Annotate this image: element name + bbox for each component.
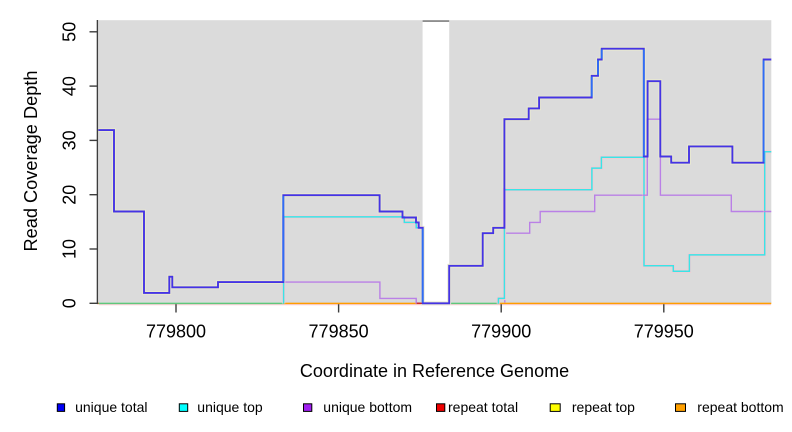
svg-text:repeat total: repeat total [448,399,518,415]
svg-text:779850: 779850 [309,322,369,342]
svg-text:779900: 779900 [471,322,531,342]
svg-text:50: 50 [60,22,80,42]
svg-text:779800: 779800 [146,322,206,342]
svg-text:repeat top: repeat top [572,399,635,415]
svg-text:40: 40 [60,76,80,96]
svg-text:0: 0 [60,298,80,308]
svg-text:unique bottom: unique bottom [323,399,412,415]
svg-text:30: 30 [60,130,80,150]
svg-text:unique total: unique total [75,399,147,415]
svg-text:10: 10 [60,239,80,259]
svg-text:unique top: unique top [197,399,263,415]
svg-text:779950: 779950 [634,322,694,342]
svg-text:Read Coverage Depth: Read Coverage Depth [21,71,41,252]
svg-text:repeat bottom: repeat bottom [697,399,783,415]
svg-text:20: 20 [60,185,80,205]
svg-text:Coordinate in Reference Genome: Coordinate in Reference Genome [300,361,569,381]
